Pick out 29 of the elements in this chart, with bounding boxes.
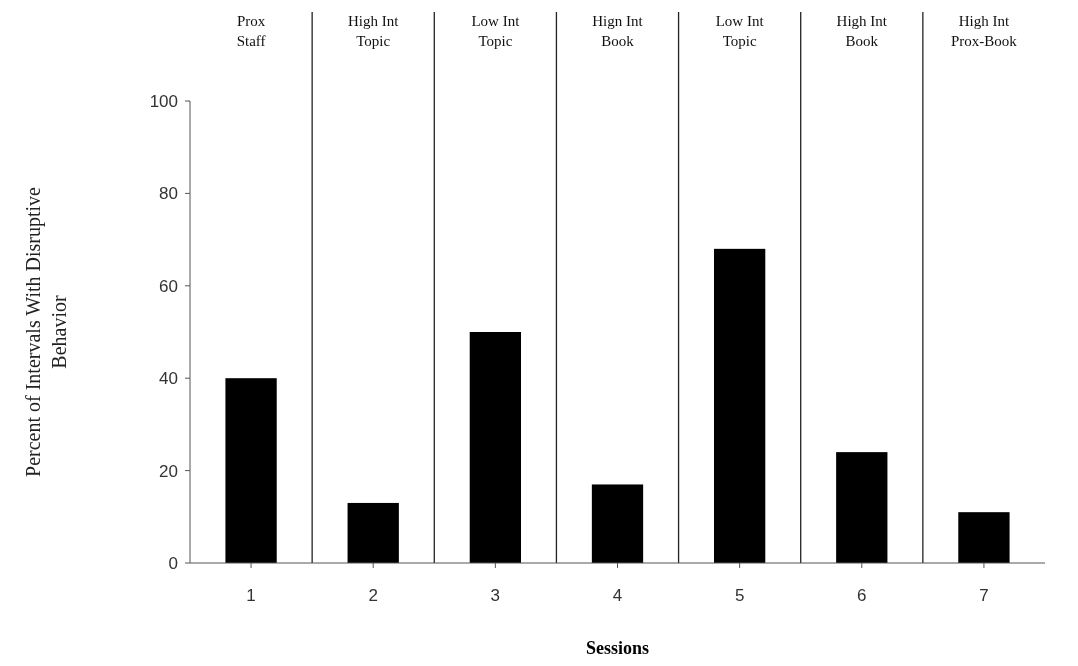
x-axis-title: Sessions (585, 638, 650, 658)
x-tick-label: 5 (734, 586, 745, 605)
bar (958, 512, 1010, 563)
x-tick-label: 1 (246, 586, 256, 605)
text: Low Int Topic (715, 13, 765, 49)
bar (347, 502, 399, 563)
bar (469, 332, 522, 563)
text: High Int Prox-Book (951, 13, 1018, 49)
bar (836, 452, 888, 563)
y-tick-label: 20 (159, 461, 178, 481)
bar (713, 248, 766, 563)
x-tick-label: 2 (368, 586, 378, 605)
text: High Int Book (836, 13, 888, 49)
y-tick-label: 0 (168, 553, 178, 573)
y-tick-label: 40 (159, 369, 178, 389)
bar (225, 378, 277, 563)
y-tick-label: 100 (149, 91, 178, 111)
x-tick-label: 7 (979, 586, 989, 605)
x-tick-label: 6 (857, 586, 867, 605)
x-tick-label: 4 (612, 586, 623, 605)
y-tick-label: 80 (159, 184, 178, 204)
y-axis-title: Percent of Intervals With Disruptive Behavior (22, 186, 70, 477)
text: Prox Staff (236, 13, 266, 49)
text: Hign Int Book (592, 13, 644, 49)
x-tick-label: 3 (490, 586, 501, 605)
text: Low Int Topic (471, 13, 521, 49)
bar (591, 484, 644, 563)
text: High Int Topic (348, 13, 400, 49)
y-tick-label: 60 (159, 276, 178, 296)
